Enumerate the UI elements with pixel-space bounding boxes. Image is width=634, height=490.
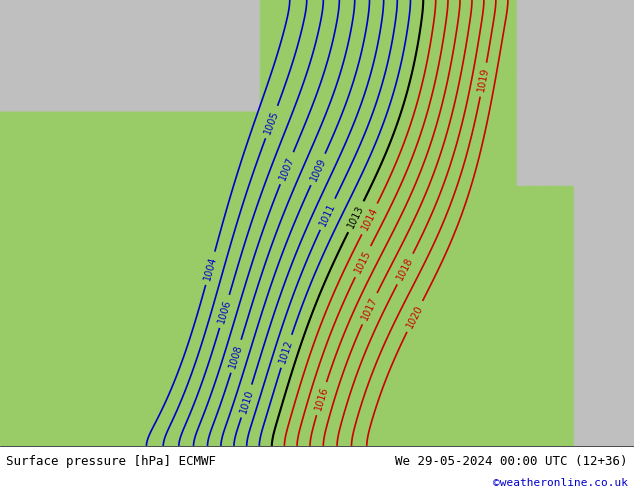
Text: 1014: 1014 bbox=[359, 206, 380, 232]
Text: 1009: 1009 bbox=[308, 156, 328, 183]
Text: 1010: 1010 bbox=[238, 388, 255, 414]
Text: ©weatheronline.co.uk: ©weatheronline.co.uk bbox=[493, 478, 628, 489]
Text: 1013: 1013 bbox=[346, 203, 366, 230]
Text: 1005: 1005 bbox=[262, 109, 280, 135]
Text: 1012: 1012 bbox=[278, 338, 295, 365]
Text: 1011: 1011 bbox=[318, 201, 337, 227]
Text: 1020: 1020 bbox=[404, 303, 425, 330]
Text: 1007: 1007 bbox=[278, 155, 296, 181]
Text: 1017: 1017 bbox=[359, 295, 379, 322]
Text: 1004: 1004 bbox=[202, 255, 218, 281]
Text: Surface pressure [hPa] ECMWF: Surface pressure [hPa] ECMWF bbox=[6, 455, 216, 468]
Text: We 29-05-2024 00:00 UTC (12+36): We 29-05-2024 00:00 UTC (12+36) bbox=[395, 455, 628, 468]
Text: 1018: 1018 bbox=[395, 256, 415, 282]
Text: 1019: 1019 bbox=[476, 67, 491, 93]
Text: 1015: 1015 bbox=[353, 248, 373, 275]
Text: 1008: 1008 bbox=[228, 343, 245, 369]
Text: 1006: 1006 bbox=[216, 298, 233, 324]
Text: 1016: 1016 bbox=[313, 386, 330, 412]
